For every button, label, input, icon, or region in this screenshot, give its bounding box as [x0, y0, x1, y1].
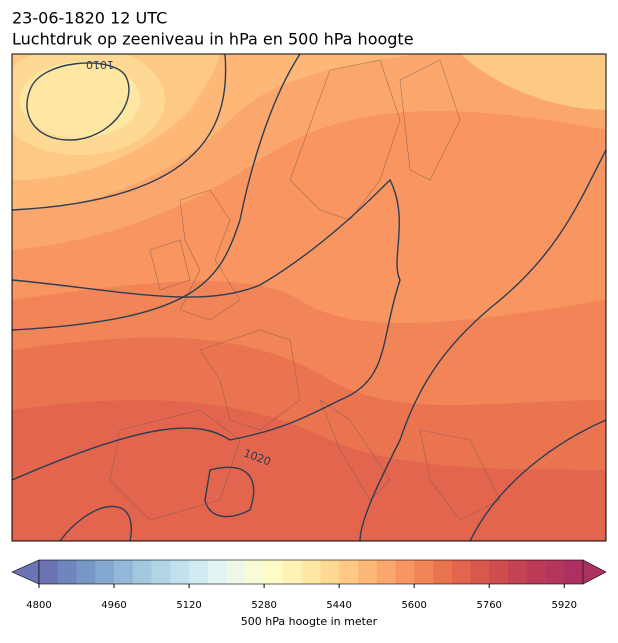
- colorbar-swatch: [414, 560, 434, 584]
- colorbar-swatch: [470, 560, 490, 584]
- colorbar-swatch: [264, 560, 284, 584]
- title-line2: Luchtdruk op zeeniveau in hPa en 500 hPa…: [12, 30, 414, 49]
- colorbar-swatch: [545, 560, 565, 584]
- colorbar-tick-label: 5760: [476, 600, 501, 611]
- colorbar-swatch: [39, 560, 59, 584]
- colorbar-swatch: [151, 560, 171, 584]
- colorbar-label: 500 hPa hoogte in meter: [241, 615, 378, 628]
- colorbar-swatch: [57, 560, 78, 584]
- colorbar-swatch: [564, 560, 584, 584]
- colorbar-swatch: [357, 560, 378, 584]
- colorbar-swatch: [245, 560, 265, 584]
- colorbar-tick-label: 5920: [552, 600, 577, 611]
- colorbar-swatch: [114, 560, 134, 584]
- colorbar-tick-label: 5120: [176, 600, 201, 611]
- colorbar-tick-label: 4960: [101, 600, 126, 611]
- colorbar-tick-label: 5280: [251, 600, 276, 611]
- colorbar-swatch: [507, 560, 528, 584]
- colorbar-swatch: [132, 560, 153, 584]
- colorbar-tick-label: 5600: [401, 600, 426, 611]
- colorbar-swatch: [526, 560, 546, 584]
- colorbar-over: [582, 559, 607, 585]
- colorbar-swatch: [395, 560, 415, 584]
- colorbar-swatch: [95, 560, 115, 584]
- colorbar-swatch: [207, 560, 228, 584]
- colorbar: 4800 4960 5120 5280 5440 5600 5760 5920: [11, 559, 607, 611]
- colorbar-swatch: [339, 560, 359, 584]
- colorbar-swatch: [451, 560, 471, 584]
- title-line1: 23-06-1820 12 UTC: [12, 9, 167, 28]
- colorbar-swatch: [282, 560, 303, 584]
- colorbar-swatch: [170, 560, 190, 584]
- colorbar-swatch: [301, 560, 321, 584]
- map: [12, 54, 606, 541]
- colorbar-tick-label: 4800: [26, 600, 51, 611]
- map-frame: [11, 53, 607, 542]
- isobar-label: 1010: [86, 58, 114, 71]
- colorbar-swatch: [376, 560, 396, 584]
- colorbar-swatch: [432, 560, 453, 584]
- colorbar-swatch: [189, 560, 209, 584]
- colorbar-tick-label: 5440: [326, 600, 351, 611]
- colorbar-swatch: [489, 560, 509, 584]
- colorbar-swatch: [226, 560, 246, 584]
- colorbar-swatch: [76, 560, 96, 584]
- colorbar-under: [11, 559, 40, 585]
- colorbar-frame: [38, 559, 584, 585]
- colorbar-swatch: [320, 560, 340, 584]
